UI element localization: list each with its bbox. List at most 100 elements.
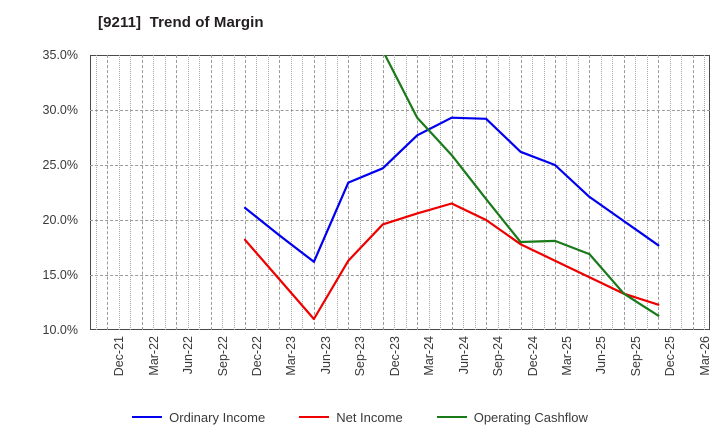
gridline-vertical <box>589 55 591 330</box>
gridline-vertical-minor <box>681 55 683 330</box>
gridline-vertical <box>417 55 419 330</box>
legend-item[interactable]: Ordinary Income <box>132 410 265 425</box>
gridline-vertical-minor <box>290 55 292 330</box>
gridline-vertical-minor <box>371 55 373 330</box>
x-tick-label: Mar-26 <box>697 336 712 376</box>
chart-title: [9211] Trend of Margin <box>98 14 264 31</box>
gridline-vertical-minor <box>532 55 534 330</box>
y-tick-label: 20.0% <box>42 213 78 227</box>
x-tick-label: Jun-25 <box>594 336 609 375</box>
gridline-vertical-minor <box>222 55 224 330</box>
gridline-vertical <box>313 55 315 330</box>
gridline-vertical-minor <box>359 55 361 330</box>
gridline-vertical-minor <box>509 55 511 330</box>
gridline-vertical <box>279 55 281 330</box>
x-tick-label: Dec-23 <box>387 336 402 377</box>
legend-swatch-icon <box>132 416 163 418</box>
x-tick-label: Dec-22 <box>250 336 264 377</box>
gridline-vertical <box>520 55 522 330</box>
gridline-vertical-minor <box>302 55 304 330</box>
gridline-vertical-minor <box>187 55 189 330</box>
gridline-vertical-minor <box>440 55 442 330</box>
y-tick-label: 30.0% <box>42 103 78 117</box>
gridline-horizontal <box>90 165 710 166</box>
x-tick-label: Sep-22 <box>215 336 230 377</box>
y-tick-label: 25.0% <box>42 158 78 172</box>
gridline-vertical-minor <box>394 55 396 330</box>
gridline-vertical-minor <box>95 55 97 330</box>
gridline-vertical-minor <box>325 55 327 330</box>
gridline-horizontal <box>90 275 710 276</box>
gridline-vertical <box>210 55 212 330</box>
x-tick-label: Mar-25 <box>560 336 574 376</box>
x-tick-label: Sep-24 <box>491 336 506 377</box>
series-line <box>383 55 660 317</box>
plot-frame <box>90 55 710 330</box>
gridline-vertical-minor <box>543 55 545 330</box>
gridline-vertical <box>486 55 488 330</box>
gridline-vertical-minor <box>704 55 706 330</box>
gridline-vertical-minor <box>474 55 476 330</box>
gridline-vertical-minor <box>256 55 258 330</box>
gridline-vertical-minor <box>635 55 637 330</box>
x-axis: Dec-21 Mar-22 Jun-22 Sep-22 Dec-22 Mar-23 Jun-… <box>90 334 712 394</box>
x-tick-label: Jun-24 <box>456 336 471 375</box>
gridline-vertical <box>382 55 384 330</box>
chart-legend: Ordinary Income Net Income Operating Cashf… <box>0 404 720 430</box>
x-tick-label: Sep-23 <box>353 336 368 377</box>
legend-label: Ordinary Income <box>169 409 266 425</box>
gridline-vertical-minor <box>497 55 499 330</box>
gridline-vertical-minor <box>267 55 269 330</box>
gridline-vertical-minor <box>612 55 614 330</box>
gridline-vertical-minor <box>428 55 430 330</box>
legend-item[interactable]: Net Income <box>299 409 403 425</box>
x-tick-label: Jun-22 <box>181 336 196 375</box>
gridline-vertical-minor <box>233 55 235 330</box>
x-tick-label: Dec-24 <box>525 336 540 377</box>
x-tick-label: Dec-21 <box>112 336 127 377</box>
x-tick-label: Mar-22 <box>146 336 161 376</box>
gridline-vertical <box>451 55 453 330</box>
x-tick-label: Dec-25 <box>663 336 678 377</box>
y-tick-label: 35.0% <box>42 48 78 62</box>
gridline-vertical-minor <box>463 55 465 330</box>
plot-area <box>90 55 710 330</box>
gridline-vertical-minor <box>566 55 568 330</box>
gridline-vertical <box>176 55 178 330</box>
gridline-vertical <box>245 55 246 330</box>
gridline-vertical-minor <box>199 55 201 330</box>
gridline-vertical-minor <box>646 55 648 330</box>
gridline-vertical-minor <box>153 55 155 330</box>
gridline-vertical <box>658 55 660 330</box>
gridline-vertical <box>107 55 109 330</box>
legend-label: Net Income <box>336 409 403 425</box>
gridline-vertical <box>623 55 625 330</box>
gridline-vertical-minor <box>164 55 166 330</box>
gridline-vertical <box>348 55 350 330</box>
y-tick-label: 15.0% <box>42 268 78 282</box>
gridline-vertical-minor <box>118 55 120 330</box>
gridline-vertical-minor <box>336 55 338 330</box>
series-layer <box>243 55 660 321</box>
legend-swatch-icon <box>436 416 467 418</box>
gridline-vertical-minor <box>130 55 132 330</box>
gridline-vertical <box>141 55 143 330</box>
x-tick-label: Jun-23 <box>318 336 333 375</box>
series-line <box>243 116 660 263</box>
gridline-vertical-minor <box>577 55 579 330</box>
gridline-horizontal <box>90 110 710 111</box>
gridline-vertical-minor <box>600 55 602 330</box>
legend-item[interactable]: Operating Cashflow <box>436 409 588 425</box>
x-tick-label: Mar-24 <box>422 336 437 376</box>
gridline-horizontal <box>90 220 710 221</box>
x-tick-label: Mar-23 <box>284 336 299 376</box>
gridline-vertical-minor <box>405 55 407 330</box>
gridline-vertical <box>692 55 694 330</box>
series-line <box>243 202 660 321</box>
legend-label: Operating Cashflow <box>473 409 588 425</box>
x-tick-label: Sep-25 <box>628 336 643 377</box>
legend-swatch-icon <box>299 416 330 418</box>
y-tick-label: 10.0% <box>42 323 78 337</box>
y-axis: 10.0% 15.0% 20.0% 25.0% 30.0% 35.0% <box>0 48 84 337</box>
